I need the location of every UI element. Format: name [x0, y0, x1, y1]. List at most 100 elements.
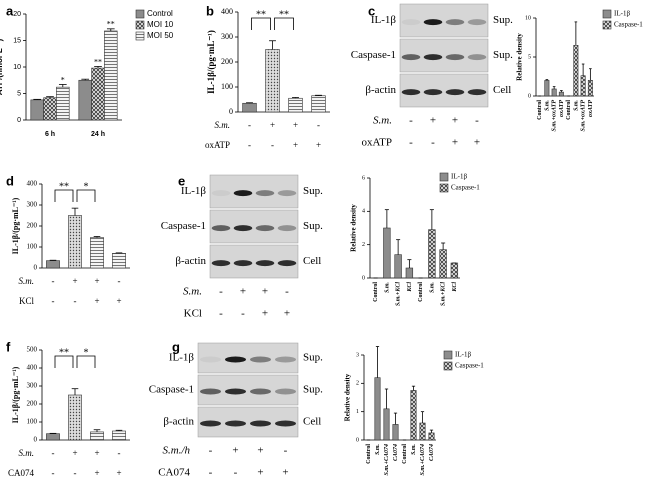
condition-sign: + — [452, 137, 458, 149]
condition-sign: - — [209, 467, 213, 479]
condition-sign: + — [232, 445, 238, 457]
legend-label: IL-1β — [455, 351, 471, 359]
blot-band — [423, 89, 443, 96]
blot-band — [250, 420, 271, 427]
blot-strip — [399, 3, 489, 38]
condition-sign: - — [52, 468, 55, 478]
error-bar — [429, 429, 434, 433]
bar — [580, 75, 586, 97]
condition-sign: + — [430, 115, 436, 127]
y-tick-label: 300 — [27, 382, 38, 390]
x-tick-label: Control — [418, 282, 424, 302]
condition-sign: + — [262, 308, 268, 320]
y-tick-label: 5 — [528, 54, 531, 60]
x-tick-label: S.m. — [411, 444, 417, 456]
y-tick-label: 2 — [356, 381, 359, 387]
panel-label: f — [6, 339, 11, 354]
bar — [405, 267, 414, 279]
error-bar — [574, 21, 578, 46]
condition-sign: + — [284, 308, 290, 320]
panel-label: d — [6, 173, 14, 188]
bar — [383, 227, 391, 279]
bar — [551, 88, 557, 97]
bar — [68, 394, 82, 441]
x-tick-label: S.m.+KCl — [396, 282, 402, 306]
condition-sign: - — [52, 276, 55, 286]
legend-swatch — [602, 9, 612, 19]
legend-label: IL-1β — [614, 10, 630, 18]
condition-sign: - — [52, 448, 55, 458]
condition-label: S.m. — [19, 276, 35, 286]
blot-band — [277, 190, 297, 197]
error-bar — [393, 412, 398, 425]
blot-band — [275, 420, 296, 427]
significance-label: ** — [59, 347, 69, 358]
x-tick-label: S.m.+CA074 — [384, 444, 390, 475]
blot-band — [225, 356, 246, 363]
blot-row-label: β-actin — [365, 84, 396, 96]
blot-band — [250, 388, 271, 395]
condition-sign: + — [474, 137, 480, 149]
y-tick-label: 0 — [17, 117, 21, 124]
blot-band — [200, 356, 221, 363]
blot-band — [445, 54, 465, 61]
bar — [288, 97, 303, 113]
blot-band — [250, 356, 271, 363]
y-axis-label: IL-1β/(pg·mL⁻¹) — [206, 30, 216, 94]
panel-label: g — [172, 339, 180, 354]
condition-sign: + — [452, 115, 458, 127]
condition-sign: - — [409, 137, 413, 149]
bar — [90, 431, 104, 441]
bar — [104, 30, 118, 121]
bar — [573, 44, 579, 97]
error-bar — [411, 385, 416, 391]
x-tick-label: oxATP — [588, 100, 594, 117]
blot-band — [401, 54, 421, 61]
x-tick-label: Control — [366, 444, 372, 464]
blot-row-label: Caspase-1 — [161, 220, 206, 232]
error-bar — [384, 388, 389, 409]
condition-sign: - — [241, 308, 245, 320]
blot-fraction-label: Cell — [493, 84, 511, 96]
y-tick-label: 20 — [13, 11, 21, 18]
y-tick-label: 400 — [27, 180, 38, 188]
significance-bracket — [76, 355, 96, 368]
x-tick-label: S.m.+oxATP — [581, 100, 587, 132]
blot-band — [277, 225, 297, 232]
condition-sign: + — [257, 467, 263, 479]
blot-row-label: IL-1β — [181, 185, 207, 197]
condition-label: oxATP — [361, 137, 392, 149]
blot-band — [200, 388, 221, 395]
y-axis-label: IL-1β/(pg·mL⁻¹) — [11, 197, 20, 254]
condition-sign: + — [72, 276, 77, 286]
blot-band — [445, 19, 465, 26]
x-tick-label: Control — [566, 100, 572, 120]
blot-band — [233, 225, 253, 232]
legend-swatch — [135, 20, 145, 30]
blot-band — [275, 388, 296, 395]
bar — [439, 249, 447, 279]
blot-fraction-label: Sup. — [303, 352, 323, 364]
condition-sign: + — [293, 140, 298, 150]
bar — [558, 91, 564, 97]
error-bar — [545, 79, 549, 81]
error-bar — [396, 239, 401, 255]
bar — [30, 99, 44, 121]
y-tick-label: 1 — [356, 409, 359, 415]
significance-bracket — [54, 355, 74, 368]
x-tick-label: 6 h — [45, 131, 55, 138]
y-tick-label: 0 — [356, 437, 359, 443]
panel-label: e — [178, 173, 185, 188]
blot-band — [233, 190, 253, 197]
legend-swatch — [439, 183, 449, 193]
y-tick-label: 300 — [221, 32, 233, 41]
condition-sign: - — [74, 296, 77, 306]
blot-band — [445, 89, 465, 96]
blot-row-label: Caspase-1 — [351, 49, 396, 61]
y-tick-label: 100 — [27, 418, 38, 426]
error-bar — [375, 346, 380, 378]
blot-band — [401, 89, 421, 96]
blot-fraction-label: Sup. — [493, 14, 513, 26]
legend-label: Caspase-1 — [451, 184, 480, 192]
bar — [383, 408, 390, 441]
